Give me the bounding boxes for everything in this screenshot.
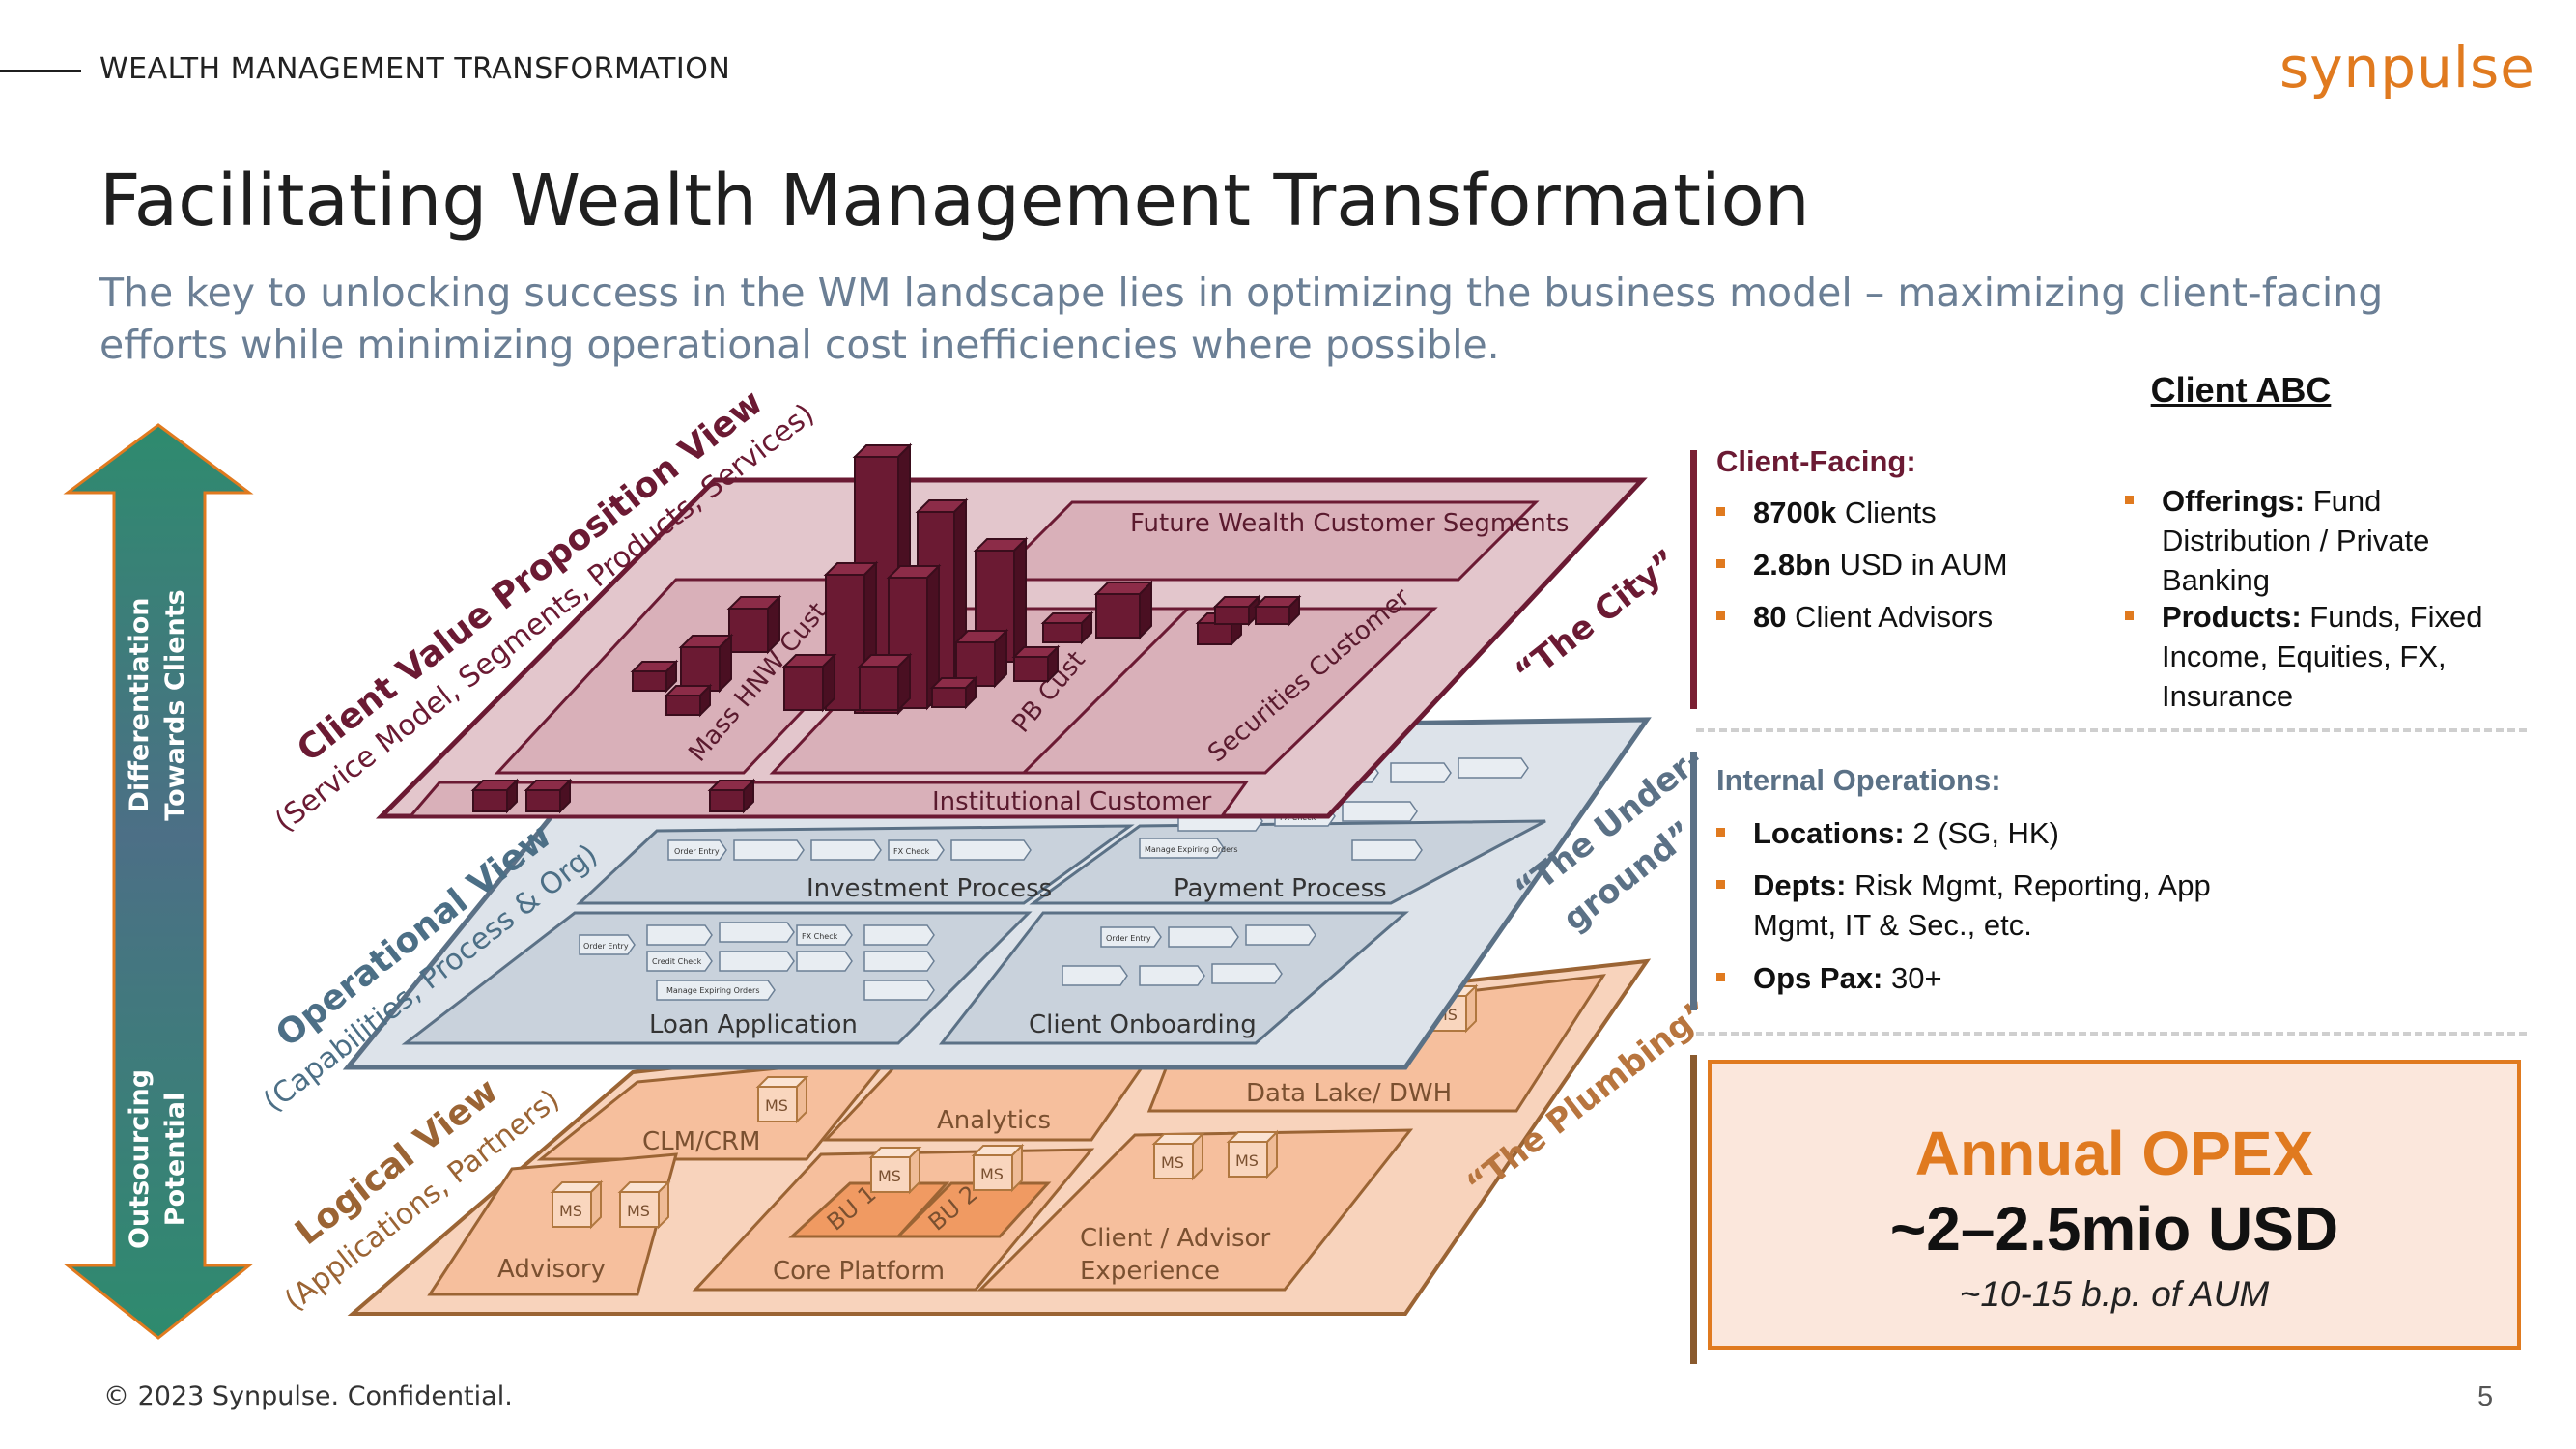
arrow-bottom-label-2: Potential — [160, 1093, 190, 1226]
list-item: 2.8bn USD in AUM — [1716, 545, 2008, 584]
copyright: © 2023 Synpulse. Confidential. — [103, 1381, 513, 1411]
divider — [1696, 1032, 2527, 1036]
step-label: Order Entry — [583, 942, 629, 951]
logical-block-analytics: Analytics — [937, 1106, 1051, 1135]
process-loan: Loan Application — [649, 1010, 858, 1039]
step-label: Credit Check — [652, 957, 702, 966]
process-payment: Payment Process — [1174, 874, 1387, 903]
page-subtitle: The key to unlocking success in the WM l… — [99, 270, 2384, 368]
svg-text:MS: MS — [1161, 1153, 1184, 1172]
divider — [1696, 728, 2527, 732]
header-rule — [0, 70, 81, 72]
opex-box: Annual OPEX ~2–2.5mio USD ~10-15 b.p. of… — [1708, 1060, 2521, 1350]
list-item: 8700k Clients — [1716, 493, 1937, 532]
logical-block-experience: Experience — [1080, 1257, 1220, 1286]
svg-text:MS: MS — [765, 1096, 788, 1115]
client-facing-title: Client-Facing: — [1716, 444, 1916, 478]
ms-box: MS — [868, 1145, 922, 1195]
step-label: Order Entry — [1106, 934, 1151, 943]
arrow-bottom-label-1: Outsourcing — [125, 1069, 155, 1249]
ms-box: MS — [755, 1074, 809, 1124]
page-number: 5 — [2477, 1381, 2494, 1412]
svg-text:MS: MS — [980, 1165, 1004, 1183]
section-label: WEALTH MANAGEMENT TRANSFORMATION — [99, 52, 731, 86]
ms-box: MS — [550, 1179, 604, 1230]
segment-institutional: Institutional Customer — [932, 787, 1212, 816]
logical-block-core: Core Platform — [773, 1257, 945, 1286]
step-label: FX Check — [893, 847, 930, 856]
synpulse-logo: synpulse — [2279, 35, 2535, 100]
list-item: Offerings: Fund Distribution / Private B… — [2125, 481, 2511, 600]
list-item: Products: Funds, Fixed Income, Equities,… — [2125, 597, 2511, 716]
svg-text:MS: MS — [878, 1167, 901, 1185]
client-facing-bar — [1690, 450, 1697, 709]
process-onboarding: Client Onboarding — [1029, 1010, 1257, 1039]
list-item: Depts: Risk Mgmt, Reporting, App Mgmt, I… — [1716, 866, 2277, 945]
ms-box: MS — [617, 1179, 671, 1230]
segment-future: Future Wealth Customer Segments — [1130, 509, 1569, 538]
opex-value: ~2–2.5mio USD — [1889, 1194, 2339, 1264]
differentiation-arrow: Differentiation Towards Clients Outsourc… — [63, 423, 254, 1340]
ms-box: MS — [971, 1143, 1025, 1193]
svg-text:MS: MS — [559, 1202, 582, 1220]
list-item: Locations: 2 (SG, HK) — [1716, 813, 2059, 853]
step-label: FX Check — [802, 932, 838, 941]
step-label: Manage Expiring Orders — [666, 986, 760, 995]
segment-bars — [470, 442, 1302, 814]
logical-block-datalake: Data Lake/ DWH — [1246, 1079, 1452, 1108]
internal-ops-title: Internal Operations: — [1716, 763, 2001, 797]
logical-block-advisory: Advisory — [497, 1255, 606, 1284]
logical-block-clm: CLM/CRM — [642, 1127, 760, 1156]
client-title: Client ABC — [2150, 370, 2332, 410]
list-item: Ops Pax: 30+ — [1716, 958, 1942, 998]
process-investment: Investment Process — [807, 874, 1052, 903]
page-title: Facilitating Wealth Management Transform… — [99, 159, 1810, 242]
svg-text:MS: MS — [1235, 1151, 1259, 1170]
internal-ops-bar — [1690, 752, 1697, 1010]
ms-box: MS — [1226, 1129, 1280, 1179]
step-label: Manage Expiring Orders — [1145, 845, 1238, 854]
ms-box: MS — [1151, 1131, 1205, 1181]
arrow-top-label-2: Towards Clients — [160, 589, 190, 821]
step-label: Order Entry — [674, 847, 720, 856]
opex-bar — [1690, 1055, 1697, 1364]
list-item: 80 Client Advisors — [1716, 597, 1993, 637]
opex-subtext: ~10-15 b.p. of AUM — [1959, 1274, 2270, 1314]
opex-title: Annual OPEX — [1914, 1119, 2314, 1188]
logical-block-client-advisor: Client / Advisor — [1080, 1224, 1270, 1253]
svg-text:MS: MS — [627, 1202, 650, 1220]
arrow-top-label-1: Differentiation — [125, 597, 155, 812]
